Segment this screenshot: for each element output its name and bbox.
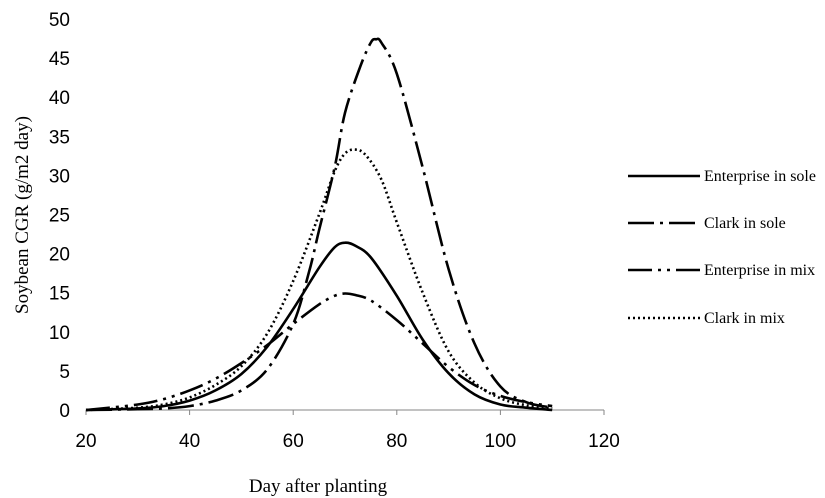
series-line-4 (85, 148, 553, 412)
x-tick-label: 100 (485, 431, 517, 452)
legend-label: Clark in mix (704, 310, 785, 327)
legend-label: Enterprise in sole (704, 168, 816, 185)
y-tick-label: 45 (49, 49, 70, 70)
x-tick-label: 40 (179, 431, 200, 452)
y-tick-label: 35 (49, 127, 70, 148)
legend-label: Clark in sole (704, 215, 786, 232)
series-layer (85, 37, 553, 412)
x-axis-title: Day after planting (249, 476, 388, 497)
y-tick-label: 25 (49, 206, 70, 227)
x-tick-label: 60 (283, 431, 304, 452)
y-axis-title: Soybean CGR (g/m2 day) (12, 116, 33, 314)
x-tick-label: 80 (386, 431, 407, 452)
y-tick-label: 5 (59, 362, 70, 383)
y-tick-label: 10 (49, 323, 70, 344)
y-tick-label: 20 (49, 245, 70, 266)
x-tick-label: 20 (75, 431, 96, 452)
y-tick-label: 15 (49, 284, 70, 305)
series-line-3 (85, 292, 553, 412)
x-tick-label: 120 (588, 431, 620, 452)
series-line-2 (85, 37, 553, 412)
y-tick-label: 40 (49, 88, 70, 109)
legend: Enterprise in sole Clark in sole Enterpris… (628, 168, 816, 327)
y-tick-label: 30 (49, 166, 70, 187)
legend-label: Enterprise in mix (704, 262, 815, 279)
series-line-1 (85, 241, 553, 412)
axes: 20 40 60 80 100 120 0 5 10 15 20 25 30 35 40 45 50 (49, 10, 620, 452)
y-tick-label: 0 (59, 401, 70, 422)
y-tick-label: 50 (49, 10, 70, 31)
